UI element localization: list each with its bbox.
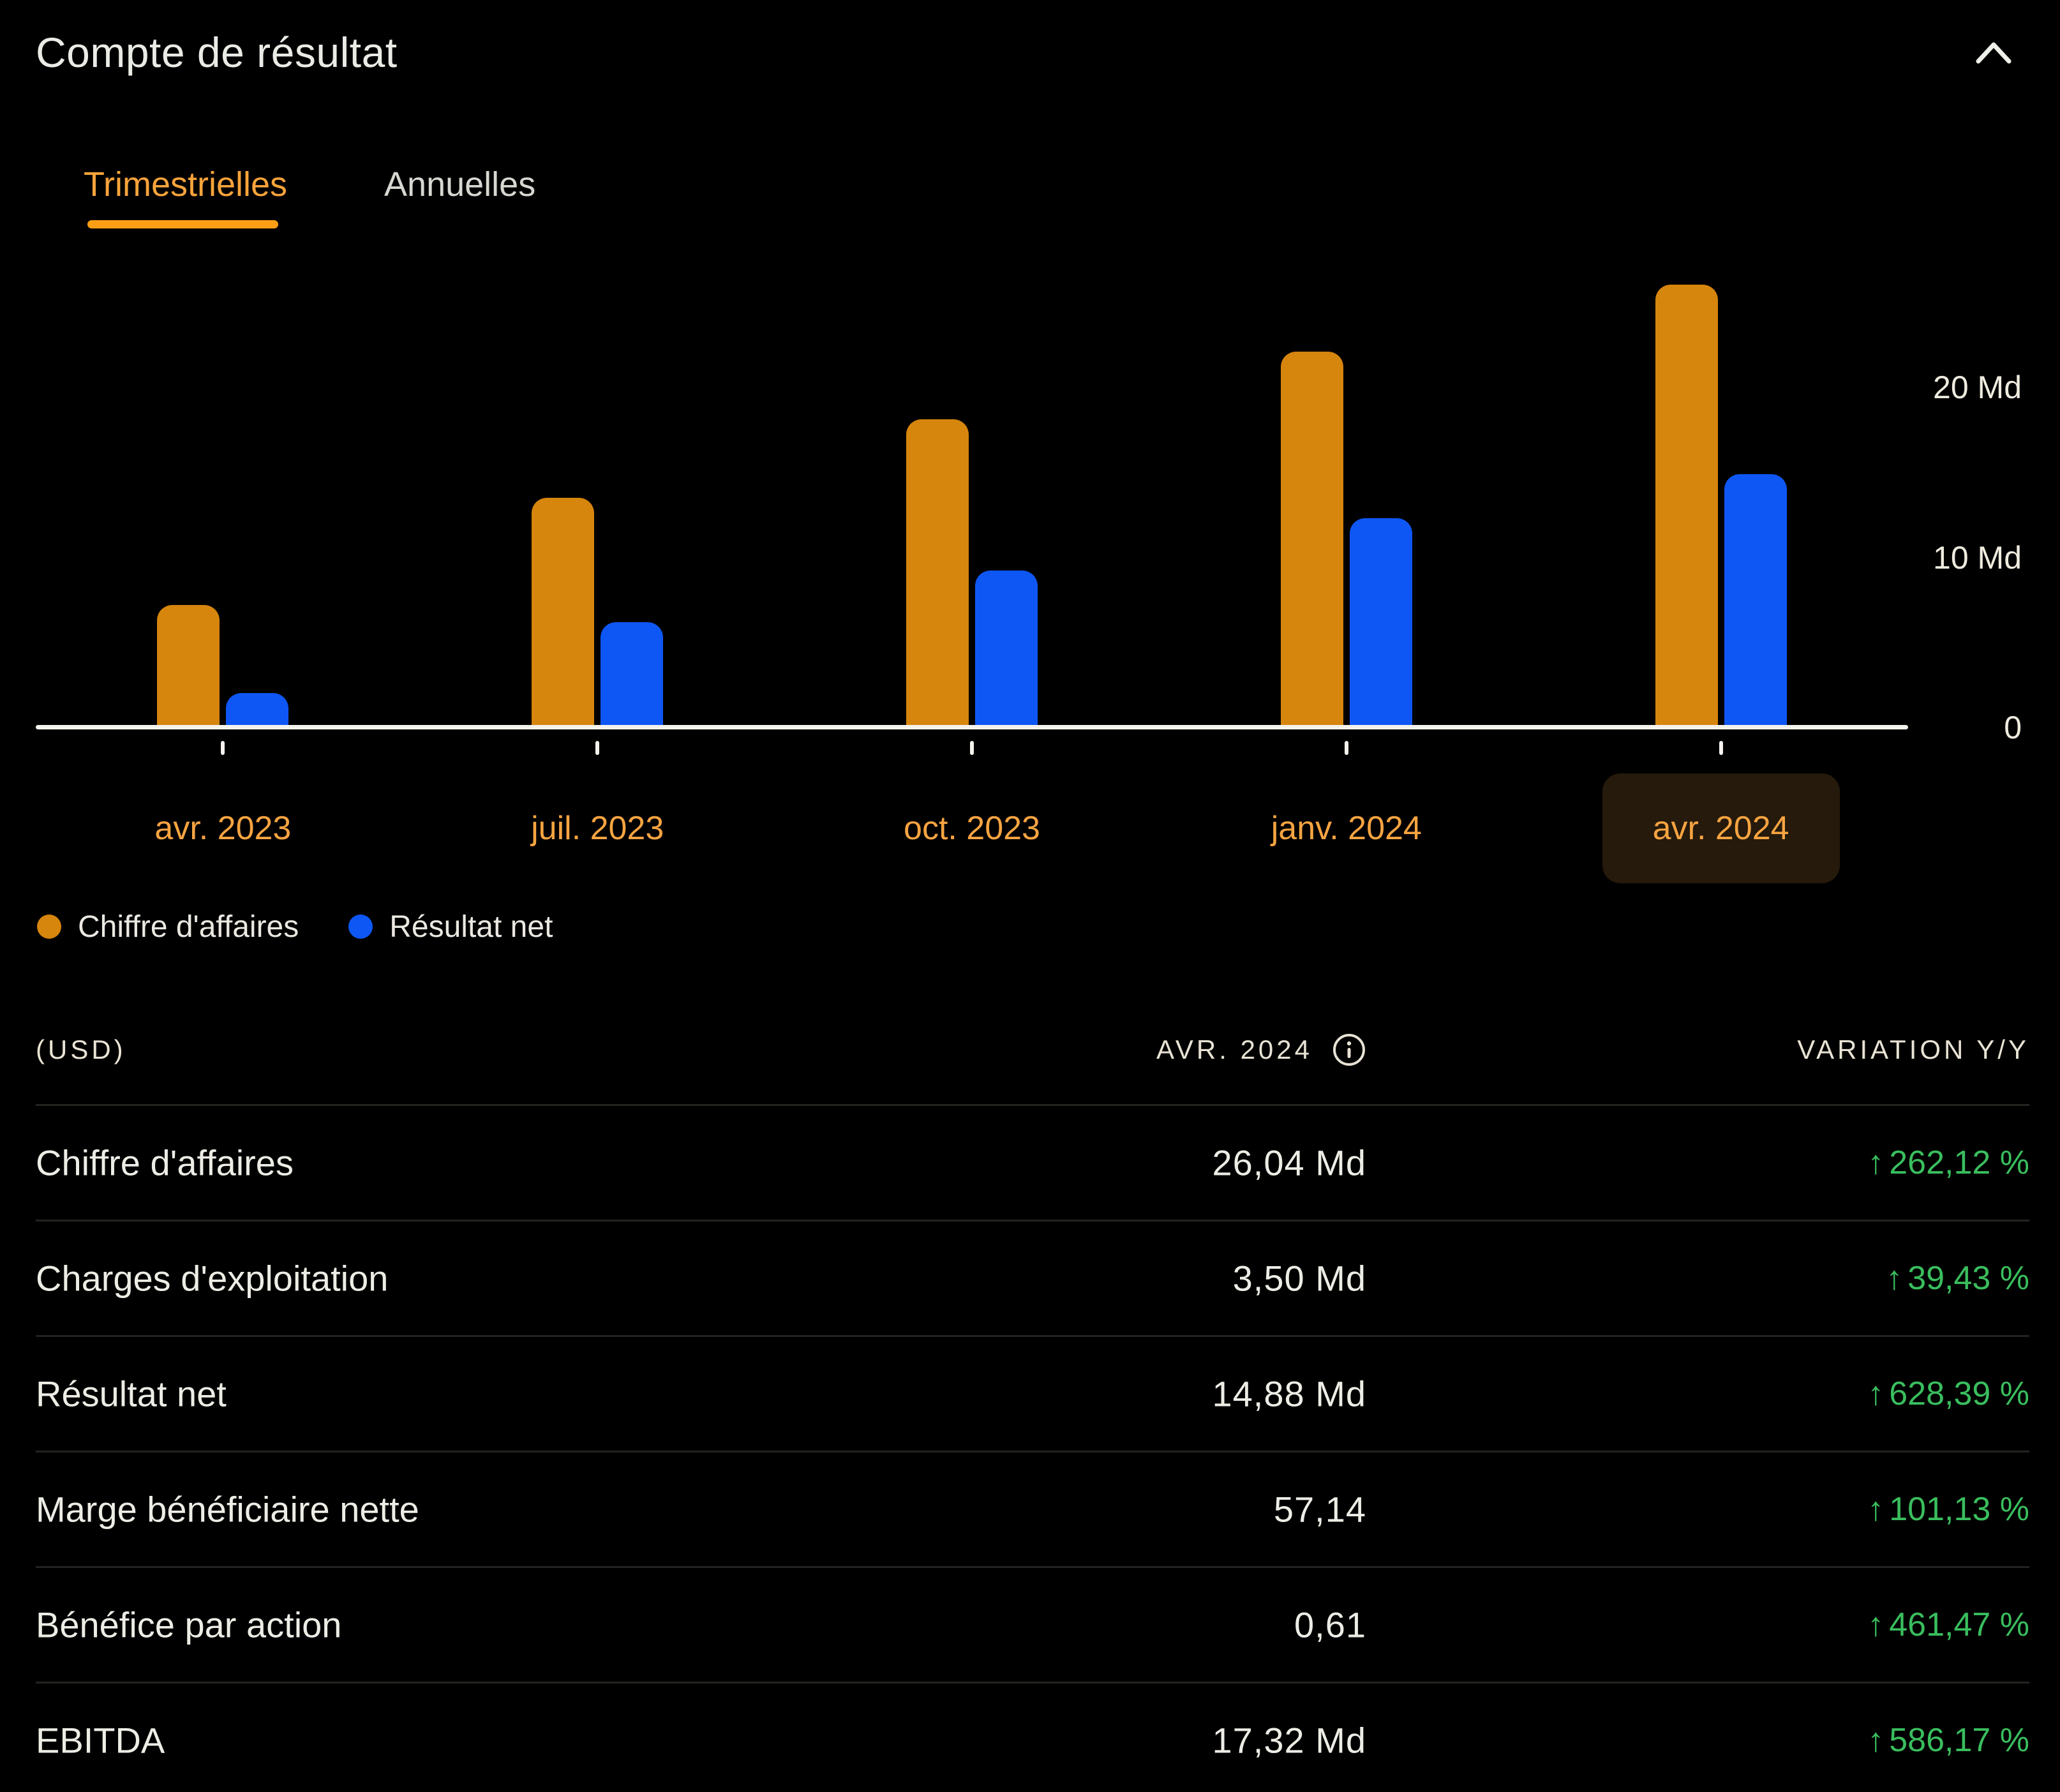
row-label: EBITDA [36,1720,165,1761]
tab-annuelles[interactable]: Annuelles [384,165,536,204]
up-arrow-icon: ↑ [1867,1375,1885,1412]
x-axis-tick [1719,741,1723,755]
y-axis-label: 20 Md [1933,370,2022,405]
table-row: Marge bénéficiaire nette 57,14 ↑ 101,13 % [36,1452,2029,1568]
row-value: 0,61 [1294,1604,1366,1645]
info-icon[interactable] [1332,1033,1366,1067]
x-axis-label[interactable]: juil. 2023 [531,810,664,847]
row-variation: ↑ 628,39 % [1867,1375,2029,1413]
x-axis-label[interactable]: oct. 2023 [904,810,1040,847]
table-row: EBITDA 17,32 Md ↑ 586,17 % [36,1684,2029,1792]
revenue-bar[interactable] [157,605,220,728]
row-variation: ↑ 586,17 % [1867,1721,2029,1759]
revenue-bar[interactable] [1280,352,1343,728]
row-label: Résultat net [36,1373,227,1414]
x-axis-label[interactable]: avr. 2023 [154,810,292,847]
revenue-bar[interactable] [906,419,969,728]
x-axis-tick [595,741,600,755]
row-value: 57,14 [1273,1489,1366,1530]
x-axis-label[interactable]: avr. 2024 [1652,810,1789,847]
legend-dot-icon [37,915,61,939]
x-axis-tick [221,741,225,755]
x-axis-label[interactable]: janv. 2024 [1271,810,1422,847]
table-row: Résultat net 14,88 Md ↑ 628,39 % [36,1337,2029,1452]
period-column-header: AVR. 2024 [1156,1033,1366,1067]
financials-table: (USD) AVR. 2024 VARIATION Y/Y Chiffre d'… [36,996,2029,1792]
page-title: Compte de résultat [36,29,398,76]
row-value: 14,88 Md [1212,1373,1366,1414]
row-label: Bénéfice par action [36,1604,342,1645]
collapse-section-button[interactable] [1971,33,2017,71]
table-row: Charges d'exploitation 3,50 Md ↑ 39,43 % [36,1221,2029,1337]
up-arrow-icon: ↑ [1867,1606,1885,1643]
variation-value: 628,39 % [1889,1375,2029,1412]
variation-value: 586,17 % [1889,1722,2029,1759]
row-variation: ↑ 39,43 % [1886,1259,2029,1297]
row-value: 17,32 Md [1212,1720,1366,1761]
row-variation: ↑ 262,12 % [1867,1144,2029,1182]
chart-legend: Chiffre d'affaires Résultat net [37,902,553,951]
row-variation: ↑ 461,47 % [1867,1606,2029,1644]
variation-value: 461,47 % [1889,1606,2029,1643]
up-arrow-icon: ↑ [1867,1722,1885,1759]
row-value: 26,04 Md [1212,1142,1366,1183]
row-variation: ↑ 101,13 % [1867,1490,2029,1528]
variation-value: 39,43 % [1907,1260,2029,1297]
tab-trimestrielles[interactable]: Trimestrielles [84,163,287,228]
row-label: Charges d'exploitation [36,1258,389,1299]
variation-value: 101,13 % [1889,1491,2029,1528]
net-income-bar[interactable] [975,571,1038,728]
chart: avr. 2023 juil. 2023 oct. 2023 janv. 2024 av… [36,285,2022,883]
legend-item: Résultat net [348,909,553,945]
x-axis-tick [1344,741,1348,755]
y-axis-label: 10 Md [1933,539,2022,576]
legend-item: Chiffre d'affaires [37,909,299,945]
net-income-bar[interactable] [601,622,664,728]
table-body: Chiffre d'affaires 26,04 Md ↑ 262,12 % Charg… [36,1106,2029,1792]
row-label: Marge bénéficiaire nette [36,1489,419,1530]
net-income-bar[interactable] [1724,474,1787,728]
y-axis-label: 0 [2004,710,2022,745]
table-row: Bénéfice par action 0,61 ↑ 461,47 % [36,1568,2029,1684]
table-row: Chiffre d'affaires 26,04 Md ↑ 262,12 % [36,1106,2029,1221]
row-label: Chiffre d'affaires [36,1142,294,1183]
legend-label: Résultat net [389,909,553,944]
currency-note: (USD) [36,1034,126,1064]
variation-column-header: VARIATION Y/Y [1797,1034,2029,1064]
variation-value: 262,12 % [1889,1144,2029,1181]
revenue-bar[interactable] [1655,285,1718,728]
period-tabs: Trimestrielles Annuelles [84,163,535,228]
up-arrow-icon: ↑ [1886,1260,1903,1297]
legend-label: Chiffre d'affaires [78,909,299,944]
net-income-bar[interactable] [226,693,289,728]
revenue-bar[interactable] [532,498,595,728]
up-arrow-icon: ↑ [1867,1144,1885,1181]
selected-period-highlight [1602,773,1840,883]
legend-dot-icon [348,915,373,939]
table-header-row: (USD) AVR. 2024 VARIATION Y/Y [36,996,2029,1106]
up-arrow-icon: ↑ [1867,1491,1885,1528]
row-value: 3,50 Md [1232,1258,1366,1299]
x-axis-line [36,725,1908,729]
chevron-up-icon [1976,42,2011,64]
net-income-bar[interactable] [1349,518,1412,728]
period-header-label: AVR. 2024 [1156,1034,1313,1064]
x-axis-tick [970,741,974,755]
